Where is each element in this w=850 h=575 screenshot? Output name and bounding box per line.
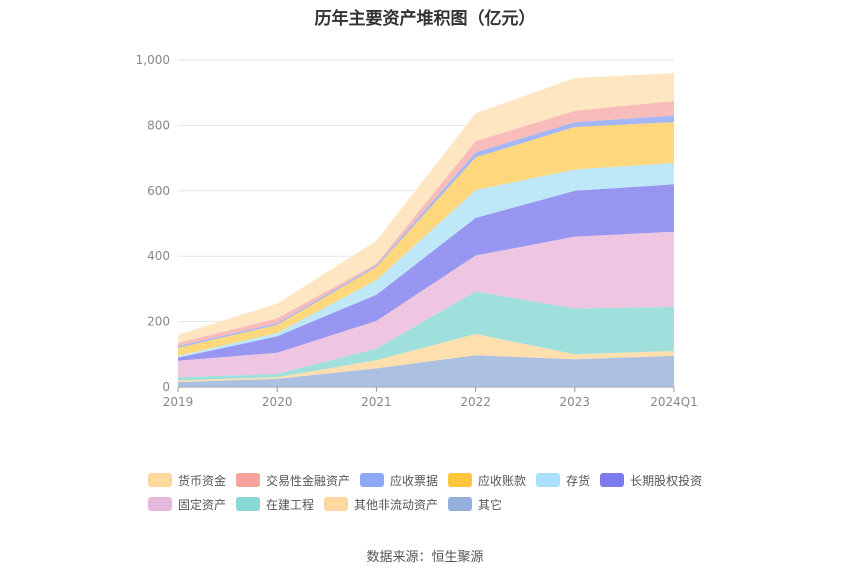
legend-item[interactable]: 货币资金 <box>148 472 226 488</box>
area-series-其他非流动资产 <box>178 334 674 383</box>
x-tick-label: 2024Q1 <box>650 395 698 409</box>
area-series-存货 <box>178 163 674 358</box>
legend-item[interactable]: 交易性金融资产 <box>236 472 350 488</box>
area-series-固定资产 <box>178 231 674 378</box>
legend-swatch <box>236 473 261 487</box>
legend-label: 存货 <box>566 473 591 488</box>
legend-item[interactable]: 应收账款 <box>448 472 526 488</box>
area-series-其它 <box>178 355 674 387</box>
y-tick-label: 800 <box>147 118 170 132</box>
legend-label: 应收账款 <box>478 473 527 488</box>
area-series-应收账款 <box>178 122 674 356</box>
legend-label: 其它 <box>478 497 503 512</box>
legend-swatch <box>600 473 625 487</box>
legend-swatch <box>148 497 172 511</box>
chart-title: 历年主要资产堆积图（亿元） <box>314 9 536 29</box>
x-tick-label: 2023 <box>560 395 591 409</box>
legend-item[interactable]: 固定资产 <box>148 496 226 512</box>
legend-label: 交易性金融资产 <box>266 473 351 488</box>
area-series <box>178 73 674 387</box>
legend-item[interactable]: 长期股权投资 <box>600 472 702 488</box>
legend-label: 应收票据 <box>390 473 439 488</box>
y-tick-label: 1,000 <box>136 53 170 67</box>
legend-swatch <box>448 473 473 487</box>
y-tick-label: 600 <box>147 184 170 198</box>
legend-label: 固定资产 <box>178 497 227 512</box>
legend-label: 货币资金 <box>178 473 227 488</box>
data-source: 数据来源：恒生聚源 <box>366 550 484 565</box>
legend-swatch <box>536 473 561 487</box>
x-tick-label: 2021 <box>361 395 392 409</box>
legend-swatch <box>236 497 261 511</box>
y-tick-label: 0 <box>162 380 170 394</box>
legend-item[interactable]: 存货 <box>536 472 590 488</box>
y-axis: 0 200 400 600 800 1,000 <box>136 53 170 394</box>
y-tick-label: 400 <box>147 249 170 263</box>
legend-swatch <box>448 497 473 511</box>
legend-item[interactable]: 应收票据 <box>360 472 438 488</box>
legend-item[interactable]: 在建工程 <box>236 496 314 512</box>
legend-swatch <box>324 497 349 511</box>
x-tick-label: 2022 <box>460 395 491 409</box>
legend-item[interactable]: 其他非流动资产 <box>324 496 438 512</box>
legend-swatch <box>360 473 385 487</box>
x-axis: 2019 2020 2021 2022 2023 2024Q1 <box>163 387 698 409</box>
legend: 货币资金 交易性金融资产 应收票据 应收账款 存货 长期股权投资固定资产 在建工程 其他非流动… <box>148 472 728 512</box>
legend-label: 长期股权投资 <box>630 473 703 488</box>
legend-swatch <box>148 473 172 487</box>
area-series-在建工程 <box>178 291 674 381</box>
area-series-长期股权投资 <box>178 184 674 361</box>
x-tick-label: 2020 <box>262 395 293 409</box>
y-tick-label: 200 <box>147 315 170 329</box>
area-series-货币资金 <box>178 73 674 343</box>
legend-label: 在建工程 <box>266 497 315 512</box>
legend-label: 其他非流动资产 <box>354 497 439 512</box>
legend-item[interactable]: 其它 <box>448 496 502 512</box>
x-tick-label: 2019 <box>163 395 194 409</box>
